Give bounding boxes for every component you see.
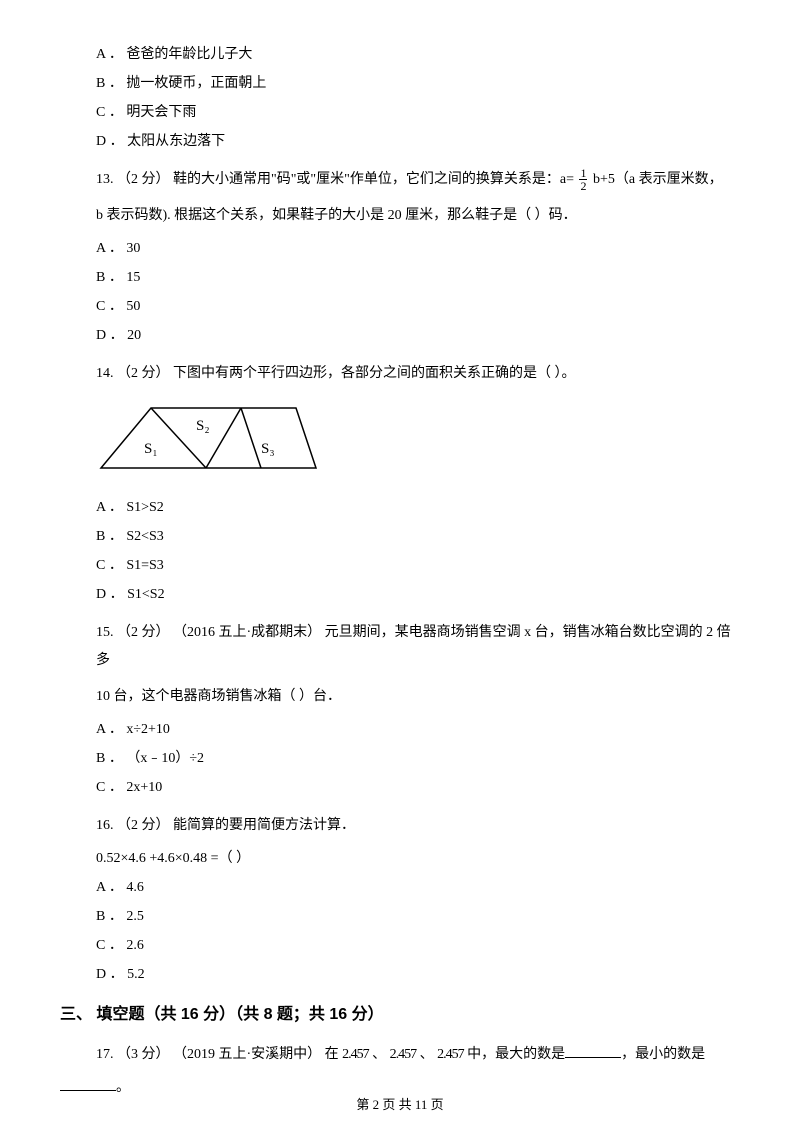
option-text: A ． x÷2+10 — [96, 722, 170, 737]
option-text: D ． 5.2 — [96, 967, 145, 982]
q12-option-c[interactable]: C ． 明天会下雨 — [96, 102, 740, 123]
q13-option-c[interactable]: C ． 50 — [96, 296, 740, 317]
option-text: C ． S1=S3 — [96, 558, 164, 573]
q16-option-b[interactable]: B ． 2.5 — [96, 906, 740, 927]
option-text: C ． 明天会下雨 — [96, 105, 196, 120]
q16-equation: 0.52×4.6 +4.6×0.48 =（ ） — [96, 848, 740, 869]
recurring-2: 2.457 — [390, 1047, 417, 1062]
q14-option-a[interactable]: A ． S1>S2 — [96, 497, 740, 518]
option-text: B ． （x﹣10）÷2 — [96, 751, 204, 766]
q15-text: 15. （2 分） （2016 五上·成都期末） 元旦期间，某电器商场销售空调 … — [96, 619, 740, 711]
q14-option-b[interactable]: B ． S2<S3 — [96, 526, 740, 547]
option-text: C ． 2.6 — [96, 938, 144, 953]
svg-text:S₂: S₂ — [196, 418, 210, 434]
svg-text:S₃: S₃ — [261, 441, 275, 457]
q14-text: 14. （2 分） 下图中有两个平行四边形，各部分之间的面积关系正确的是（ ）。 — [96, 360, 740, 388]
q16-text: 16. （2 分） 能简算的要用简便方法计算． — [96, 812, 740, 840]
option-text: B ． 15 — [96, 270, 140, 285]
q12-option-b[interactable]: B ． 抛一枚硬币，正面朝上 — [96, 73, 740, 94]
q13-option-d[interactable]: D ． 20 — [96, 325, 740, 346]
q14-option-c[interactable]: C ． S1=S3 — [96, 555, 740, 576]
sep: 、 — [369, 1047, 390, 1062]
option-text: D ． 太阳从东边落下 — [96, 134, 225, 149]
q17-end: 。 — [116, 1080, 130, 1095]
q16-option-c[interactable]: C ． 2.6 — [96, 935, 740, 956]
q17-b: 中，最大的数是 — [464, 1047, 566, 1062]
option-text: C ． 50 — [96, 299, 140, 314]
option-text: B ． 抛一枚硬币，正面朝上 — [96, 76, 266, 91]
section-3-title: 三、 填空题（共 16 分）（共 8 题；共 16 分） — [60, 1003, 740, 1027]
q15-option-b[interactable]: B ． （x﹣10）÷2 — [96, 748, 740, 769]
fraction-icon: 12 — [579, 167, 587, 192]
sep: 、 — [416, 1047, 437, 1062]
q12-option-d[interactable]: D ． 太阳从东边落下 — [96, 131, 740, 152]
q15-line1: 15. （2 分） （2016 五上·成都期末） 元旦期间，某电器商场销售空调 … — [96, 625, 731, 668]
option-text: A ． S1>S2 — [96, 500, 164, 515]
option-text: B ． 2.5 — [96, 909, 144, 924]
q17-c: ，最小的数是 — [621, 1047, 705, 1062]
option-text: B ． S2<S3 — [96, 529, 164, 544]
recurring-3: 2.457 — [437, 1047, 464, 1062]
blank-input[interactable] — [60, 1077, 116, 1091]
option-text: C ． 2x+10 — [96, 780, 162, 795]
q14-option-d[interactable]: D ． S1<S2 — [96, 584, 740, 605]
option-text: D ． S1<S2 — [96, 587, 165, 602]
page-footer: 第 2 页 共 11 页 — [0, 1095, 800, 1115]
q12-option-a[interactable]: A ． 爸爸的年龄比儿子大 — [96, 44, 740, 65]
q14-diagram: S₁ S₂ S₃ — [96, 398, 740, 483]
q15-option-c[interactable]: C ． 2x+10 — [96, 777, 740, 798]
recurring-1: 2.457 — [342, 1047, 369, 1062]
q16-option-a[interactable]: A ． 4.6 — [96, 877, 740, 898]
option-text: D ． 20 — [96, 328, 141, 343]
q13-option-b[interactable]: B ． 15 — [96, 267, 740, 288]
q17-a: 17. （3 分） （2019 五上·安溪期中） 在 — [96, 1047, 342, 1062]
option-text: A ． 爸爸的年龄比儿子大 — [96, 47, 252, 62]
option-text: A ． 30 — [96, 241, 140, 256]
q13-line2: b 表示码数). 根据这个关系，如果鞋子的大小是 20 厘米，那么鞋子是（ ）码… — [96, 202, 740, 230]
q16-option-d[interactable]: D ． 5.2 — [96, 964, 740, 985]
q15-line2: 10 台，这个电器商场销售冰箱（ ）台． — [96, 683, 740, 711]
q13-part2: b+5（a 表示厘米数， — [589, 172, 722, 187]
q15-option-a[interactable]: A ． x÷2+10 — [96, 719, 740, 740]
q13-text: 13. （2 分） 鞋的大小通常用"码"或"厘米"作单位，它们之间的换算关系是：… — [96, 166, 740, 230]
q13-option-a[interactable]: A ． 30 — [96, 238, 740, 259]
option-text: A ． 4.6 — [96, 880, 144, 895]
svg-text:S₁: S₁ — [144, 441, 158, 457]
blank-input[interactable] — [565, 1044, 621, 1058]
q17-text: 17. （3 分） （2019 五上·安溪期中） 在 2.457 、 2.457… — [96, 1041, 740, 1069]
q13-part1: 13. （2 分） 鞋的大小通常用"码"或"厘米"作单位，它们之间的换算关系是：… — [96, 172, 577, 187]
